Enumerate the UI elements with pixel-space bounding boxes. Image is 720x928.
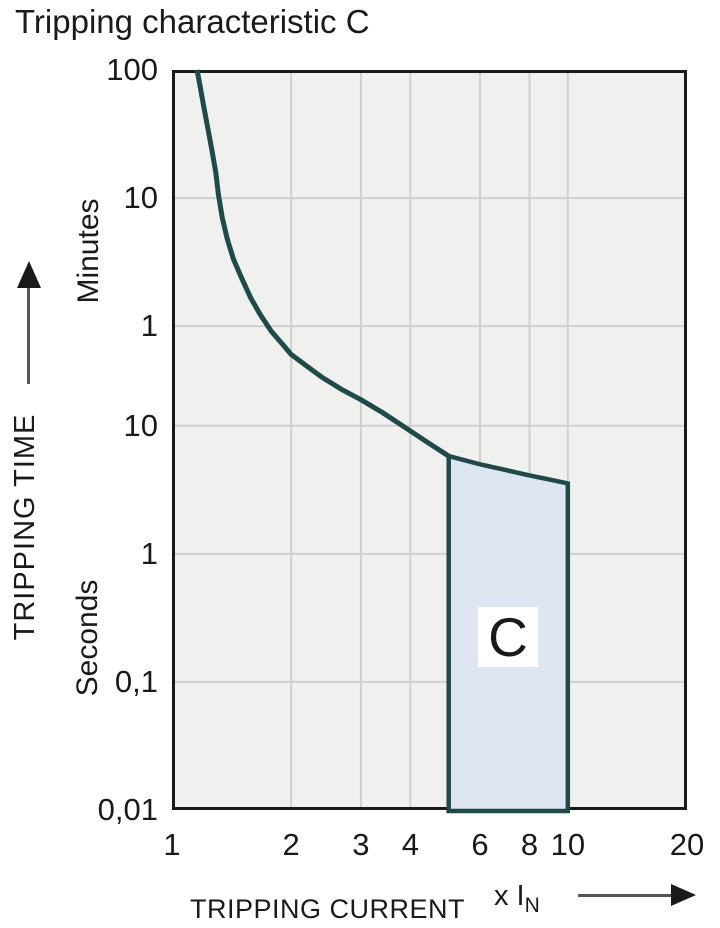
x-tick-label: 2	[282, 827, 300, 862]
x-tick-label: 6	[471, 827, 489, 862]
y-axis-arrow-line	[27, 287, 30, 384]
right-arrow-icon	[671, 884, 696, 906]
x-axis-multiplier-subscript: N	[524, 894, 540, 917]
x-tick-label: 8	[520, 827, 539, 862]
x-tick-label: 1	[163, 827, 181, 862]
x-tick-label: 3	[352, 827, 370, 862]
plot-background	[172, 70, 687, 810]
y-tick-label: 100	[106, 52, 158, 87]
trip-band-label: C	[478, 607, 538, 667]
x-axis-unit: x IN	[494, 879, 540, 923]
x-tick-label: 20	[669, 827, 705, 862]
x-tick-label: 10	[550, 827, 586, 862]
y-tick-label: 10	[123, 180, 158, 216]
y-tick-label: 0,1	[114, 663, 158, 699]
page-title: Tripping characteristic C	[15, 3, 370, 40]
x-axis-multiplier: x I	[494, 880, 525, 912]
plot-frame	[172, 70, 687, 810]
y-tick-label: 0,01	[97, 792, 158, 827]
chart-canvas	[172, 69, 687, 814]
x-axis-title: TRIPPING CURRENT	[190, 894, 466, 924]
tripping-curve	[194, 69, 451, 459]
y-tick-label: 1	[140, 535, 158, 571]
x-axis-arrow-line	[578, 894, 672, 897]
up-arrow-icon	[17, 261, 41, 288]
y-tick-label: 10	[123, 407, 158, 443]
plot-area	[172, 69, 687, 814]
x-tick-label: 4	[401, 827, 419, 862]
y-tick-label: 1	[140, 308, 158, 344]
